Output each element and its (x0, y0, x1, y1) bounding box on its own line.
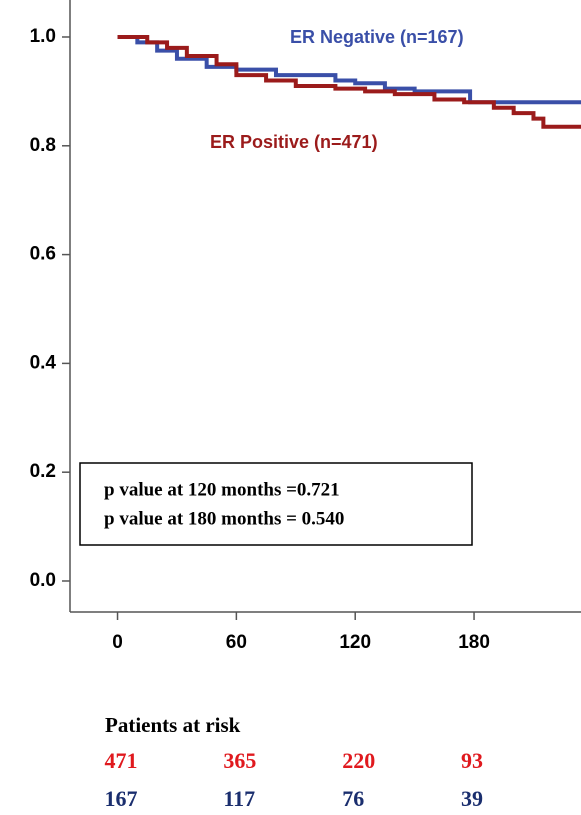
survival-curve (117, 34, 581, 105)
x-tick-label: 180 (458, 632, 490, 653)
risk-count: 471 (105, 748, 138, 773)
risk-count: 117 (223, 786, 255, 811)
y-tick-label: 0.0 (30, 570, 56, 591)
x-tick-label: 0 (112, 632, 123, 653)
legend-label: ER Negative (n=167) (290, 27, 464, 47)
risk-table-title: Patients at risk (105, 713, 241, 737)
y-tick-label: 0.4 (30, 352, 57, 373)
annotation: p value at 120 months =0.721 (104, 479, 340, 500)
y-tick-label: 0.8 (30, 135, 56, 156)
x-tick-label: 60 (226, 632, 247, 653)
risk-count: 39 (461, 786, 483, 811)
risk-count: 93 (461, 748, 483, 773)
y-tick-label: 1.0 (30, 26, 56, 47)
annotation-box (79, 462, 473, 546)
annotation: p value at 180 months = 0.540 (104, 508, 344, 529)
survival-curve (117, 34, 581, 129)
risk-count: 76 (342, 786, 364, 811)
y-tick-label: 0.2 (30, 461, 56, 482)
risk-count: 167 (105, 786, 138, 811)
risk-count: 365 (223, 748, 256, 773)
risk-count: 220 (342, 748, 375, 773)
legend-label: ER Positive (n=471) (210, 132, 378, 152)
y-tick-label: 0.6 (30, 244, 56, 265)
x-tick-label: 120 (339, 632, 371, 653)
